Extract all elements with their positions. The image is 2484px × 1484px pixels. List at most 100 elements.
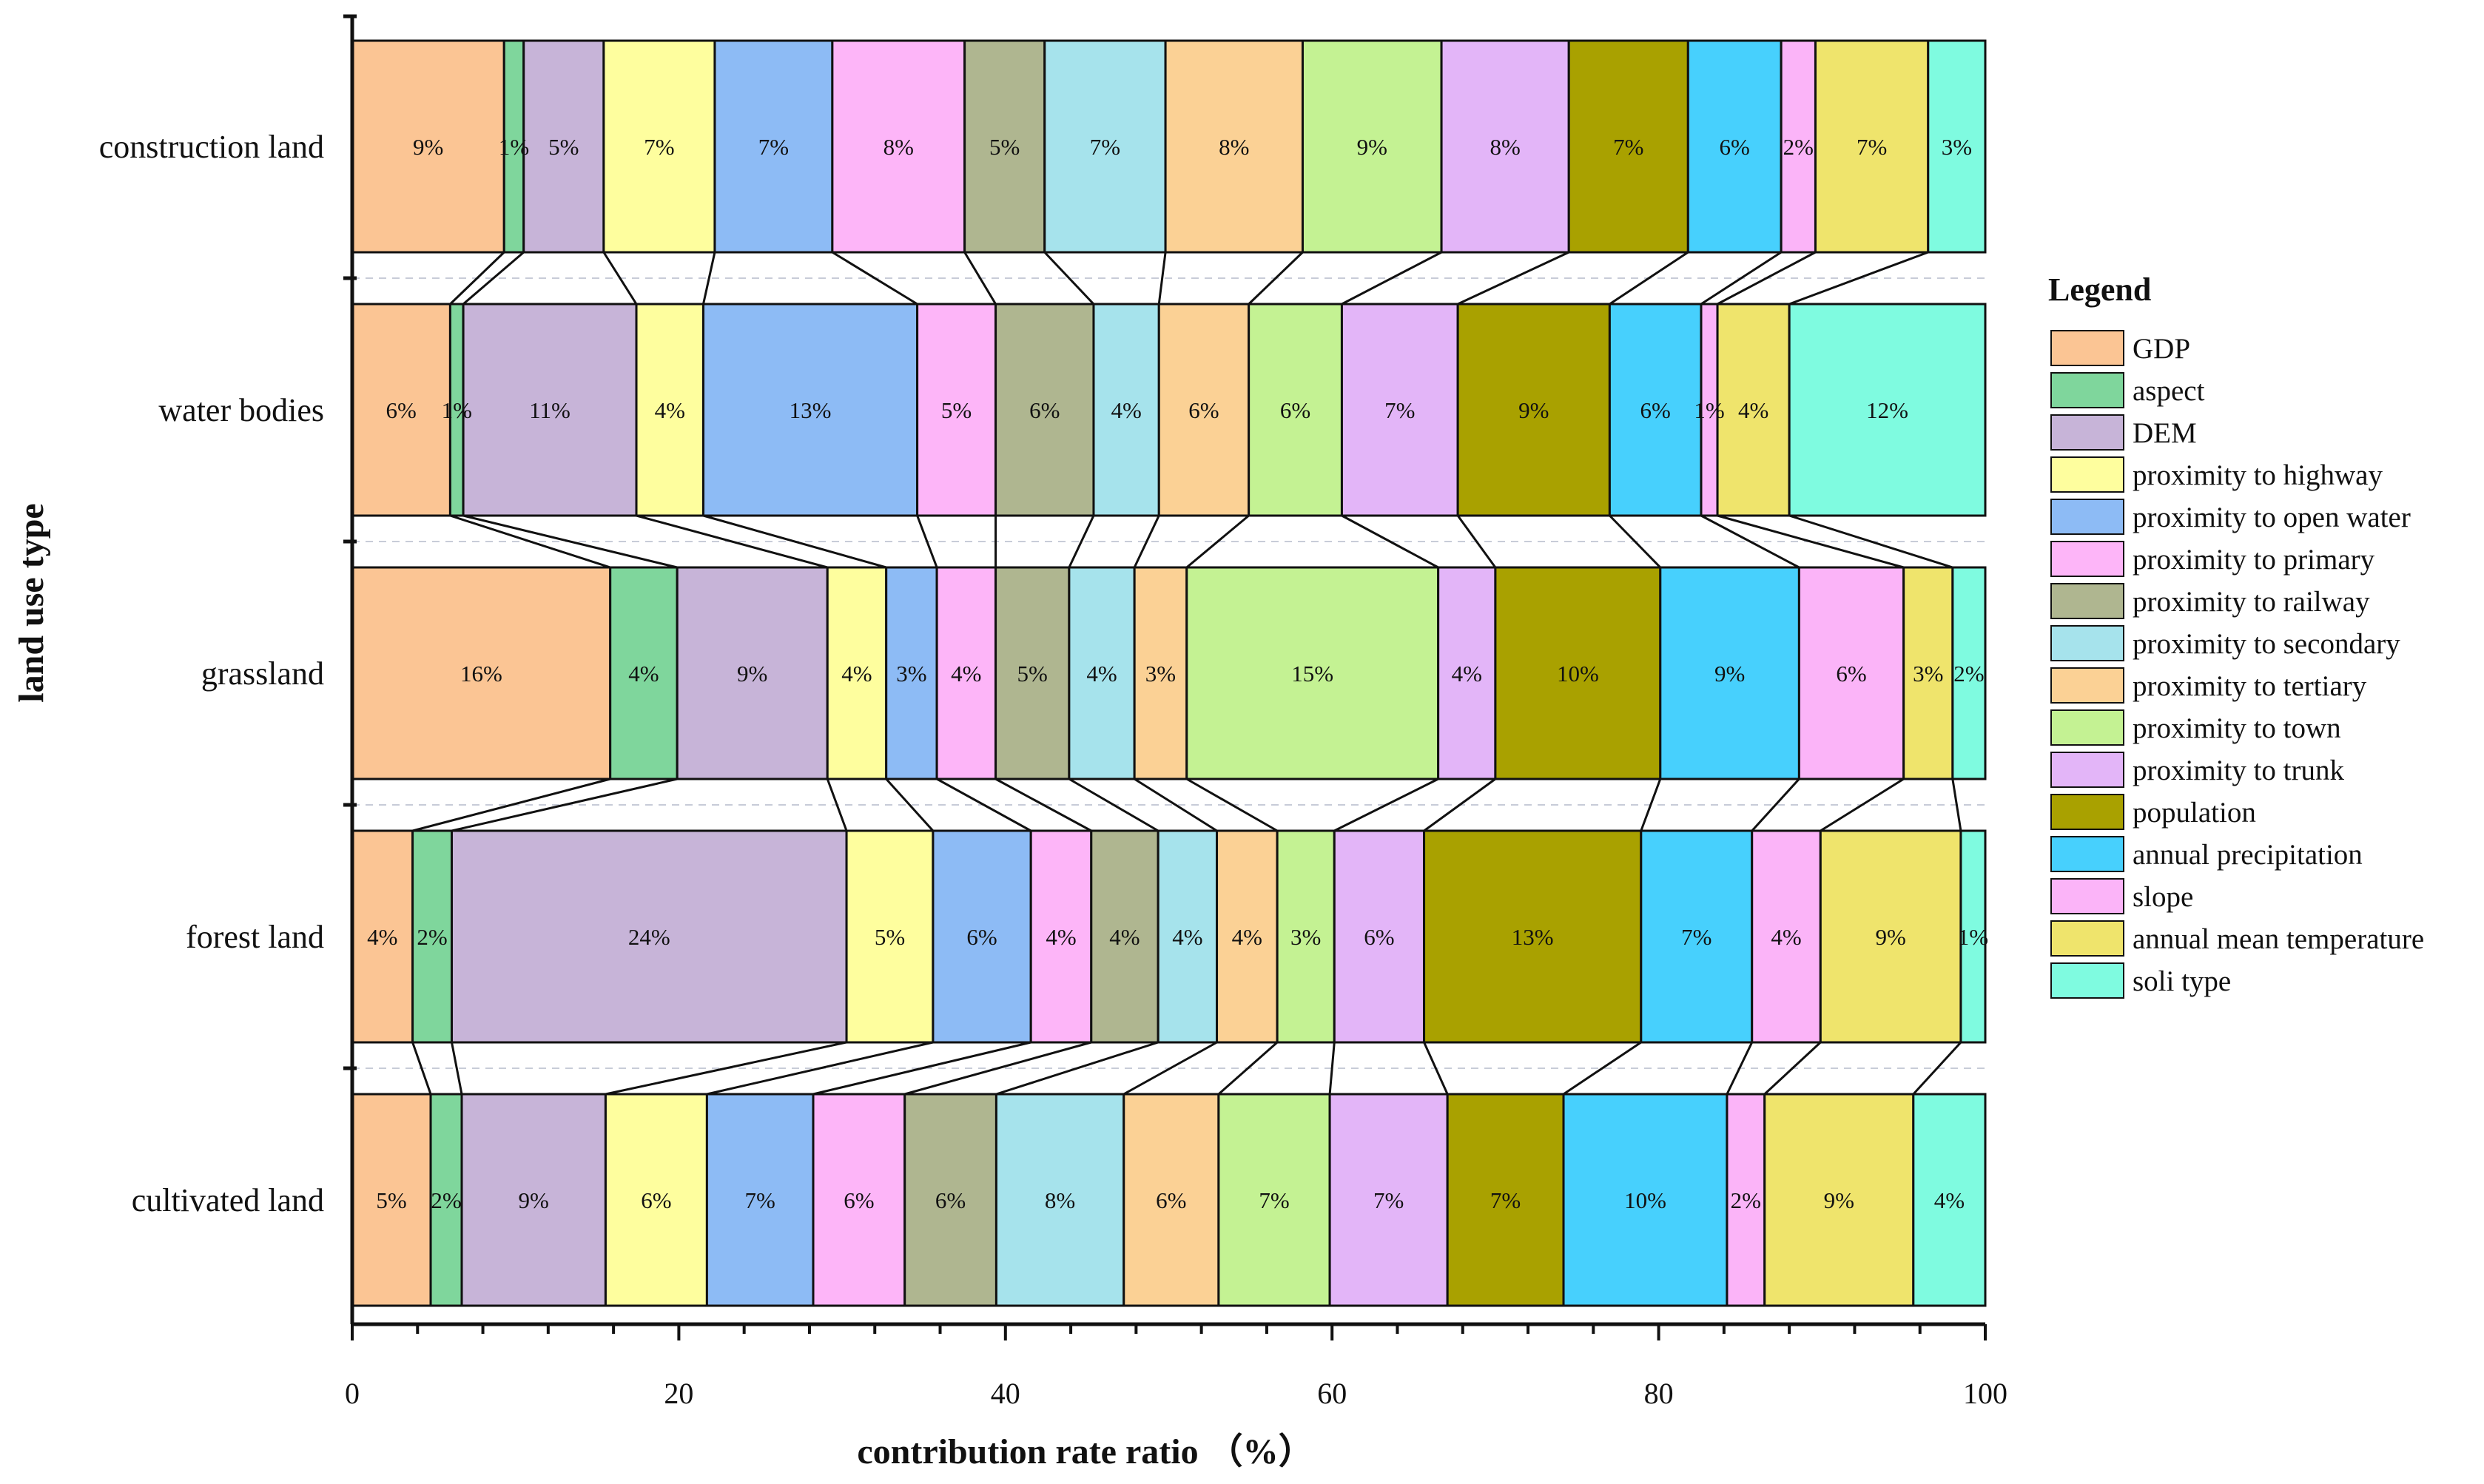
bar-label: 7%	[644, 134, 674, 160]
legend-label: GDP	[2133, 333, 2190, 365]
bar-segment	[1328, 1093, 1449, 1307]
bar-label: 9%	[1714, 661, 1745, 687]
legend-label: annual precipitation	[2133, 839, 2363, 871]
bar-segment	[812, 1093, 906, 1307]
bar-label: 6%	[1836, 661, 1866, 687]
bar-label: 7%	[1373, 1187, 1404, 1213]
connector-line	[1133, 515, 1160, 568]
connector-line	[1423, 1042, 1449, 1095]
bar-label: 7%	[1490, 1187, 1521, 1213]
bar-label: 6%	[1029, 397, 1060, 423]
connector-line	[1123, 1041, 1218, 1096]
bar-label: 10%	[1624, 1187, 1666, 1213]
connector-line	[1609, 251, 1689, 306]
bar-label: 7%	[1613, 134, 1643, 160]
connector-lines	[352, 251, 1985, 1096]
connector-line	[1341, 251, 1442, 306]
connector-line	[904, 1041, 1092, 1096]
bar-segment	[429, 1093, 463, 1307]
legend: Legend GDP aspect DEM proximity to highway p…	[2048, 271, 2424, 999]
legend-swatch	[2050, 372, 2124, 408]
bar-label: 2%	[431, 1187, 461, 1213]
connector-line	[1788, 251, 1929, 306]
bar-label: 2%	[1953, 661, 1984, 687]
bar-segment	[1751, 829, 1822, 1044]
bar-label: 3%	[1290, 924, 1321, 950]
bar-segment	[826, 566, 888, 780]
bar-segment	[1788, 303, 1987, 517]
connector-line	[412, 778, 611, 832]
bar-segment	[602, 39, 716, 254]
bar-label: 6%	[1720, 134, 1750, 160]
bar-label: 7%	[1090, 134, 1120, 160]
bar-segment	[462, 303, 638, 517]
bar-segment	[845, 829, 935, 1044]
bar-segment	[1301, 39, 1443, 254]
bar-label: 6%	[935, 1187, 966, 1213]
bars	[351, 39, 1987, 1307]
bar-label: 7%	[758, 134, 789, 160]
bar-label: 12%	[1866, 397, 1908, 423]
bar-label: 9%	[1357, 134, 1387, 160]
bar-label: 4%	[1046, 924, 1076, 950]
bar-segment	[1029, 829, 1093, 1044]
bar-label: 7%	[1681, 924, 1711, 950]
legend-swatch	[2050, 456, 2124, 493]
x-tick-label: 0	[345, 1377, 360, 1410]
bar-label: 13%	[1512, 924, 1554, 950]
bar-label: 6%	[1188, 397, 1219, 423]
bar-label: 7%	[1384, 397, 1415, 423]
connector-line	[1717, 251, 1817, 306]
bar-segment	[932, 829, 1032, 1044]
bar-segment	[609, 566, 679, 780]
bar-label: 5%	[989, 134, 1020, 160]
bar-segment	[1446, 1093, 1565, 1307]
connector-line	[462, 251, 525, 306]
x-tick-label: 100	[1963, 1377, 2007, 1410]
bar-label: 3%	[1942, 134, 1972, 160]
connector-line	[916, 515, 938, 568]
connector-line	[449, 251, 505, 306]
bar-label: 4%	[1172, 924, 1202, 950]
bar-segment	[994, 566, 1071, 780]
bar-segment	[1122, 1093, 1220, 1307]
bar-label: 8%	[1490, 134, 1520, 160]
bar-segment	[702, 303, 919, 517]
bar-segment	[1726, 1093, 1766, 1307]
connector-line	[1068, 515, 1095, 568]
connector-line	[1640, 778, 1662, 832]
legend-label: DEM	[2133, 417, 2197, 449]
connector-line	[1248, 251, 1304, 306]
connector-line	[411, 1042, 432, 1095]
legend-label: proximity to tertiary	[2133, 670, 2367, 702]
legend-label: proximity to open water	[2133, 502, 2411, 533]
bar-label: 13%	[790, 397, 832, 423]
connector-line	[1328, 1042, 1336, 1095]
bar-label: 4%	[1771, 924, 1801, 950]
bar-label: 8%	[1219, 134, 1249, 160]
bar-segment	[351, 1093, 432, 1307]
bar-label: 15%	[1291, 661, 1333, 687]
bar-segment	[1959, 829, 1987, 1044]
legend-label: proximity to trunk	[2133, 755, 2344, 786]
legend-swatch	[2050, 541, 2124, 577]
legend-swatch	[2050, 709, 2124, 746]
connector-line	[636, 514, 828, 569]
bar-label: 6%	[1364, 924, 1394, 950]
bar-segment	[903, 1093, 997, 1307]
x-axis-title: contribution rate ratio （%）	[857, 1432, 1313, 1471]
bar-segment	[885, 566, 938, 780]
bar-segment	[460, 1093, 607, 1307]
connector-line	[1423, 778, 1496, 832]
connector-line	[1726, 1042, 1754, 1095]
bar-segment	[1659, 566, 1800, 780]
connector-line	[1157, 252, 1167, 305]
legend-swatch	[2050, 836, 2124, 872]
connector-line	[995, 1041, 1159, 1096]
bar-segment	[450, 829, 848, 1044]
connector-line	[462, 514, 678, 569]
connector-line	[707, 1041, 934, 1096]
bar-label: 4%	[1232, 924, 1262, 950]
connector-line	[1951, 778, 1962, 832]
bar-label: 5%	[548, 134, 579, 160]
